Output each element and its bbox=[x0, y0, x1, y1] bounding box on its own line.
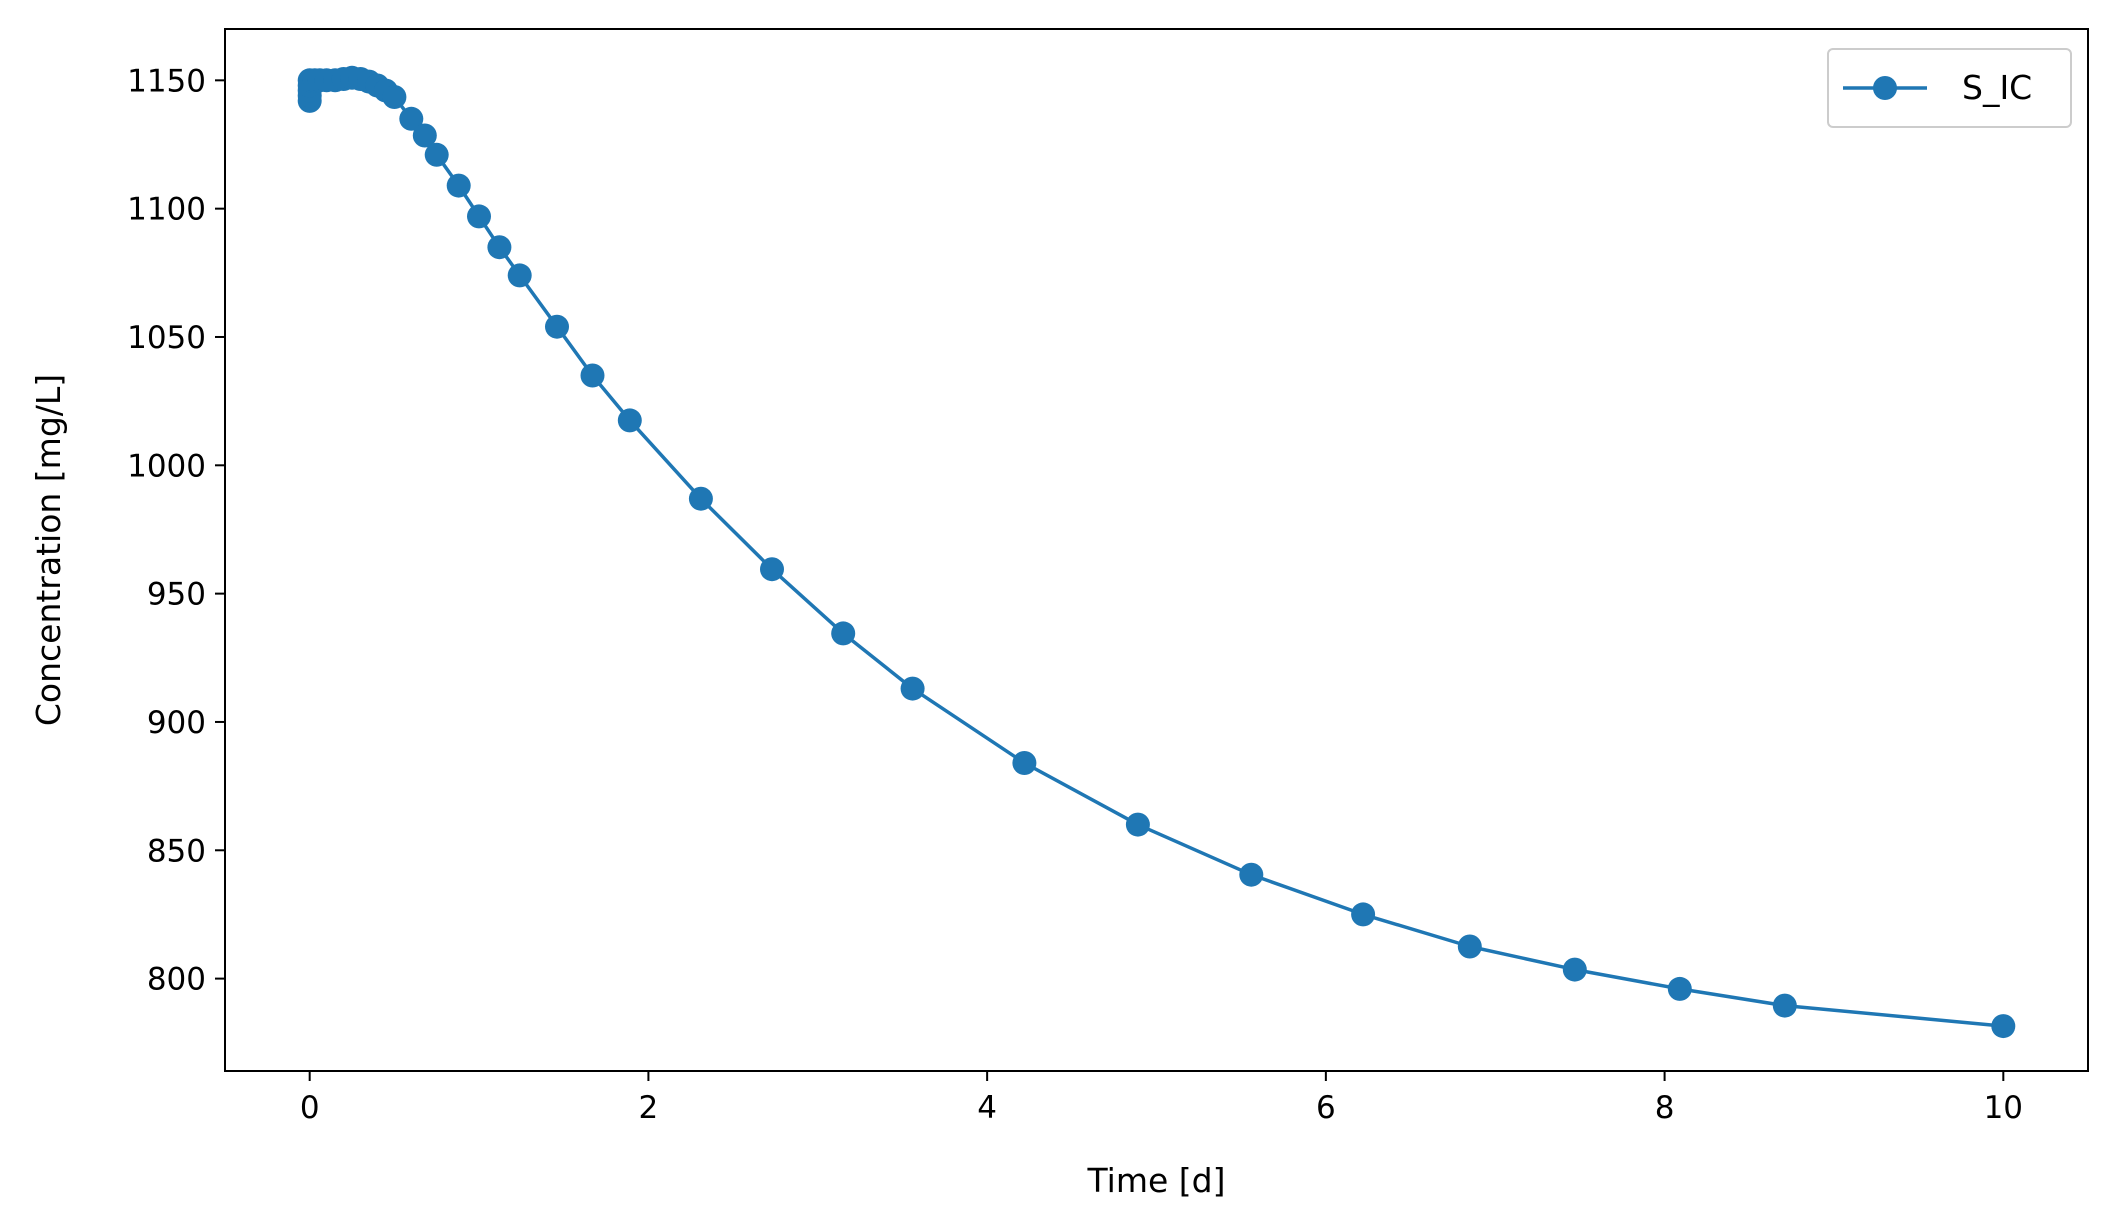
y-axis-label: Concentration [mg/L] bbox=[29, 374, 68, 726]
x-tick-label: 6 bbox=[1316, 1090, 1336, 1126]
x-axis-ticks: 0 2 4 6 8 10 bbox=[300, 1071, 2023, 1126]
data-point bbox=[412, 123, 437, 148]
data-point bbox=[382, 85, 407, 109]
y-tick-label: 850 bbox=[147, 833, 206, 869]
y-tick-label: 1100 bbox=[127, 192, 206, 228]
x-tick-label: 2 bbox=[639, 1090, 659, 1126]
data-point bbox=[446, 173, 471, 198]
series-S_IC bbox=[297, 65, 2016, 1039]
legend-box bbox=[1827, 48, 2072, 128]
legend-marker-sample bbox=[1873, 76, 1897, 100]
data-point bbox=[688, 486, 713, 511]
y-tick-label: 900 bbox=[147, 705, 206, 741]
x-tick-label: 10 bbox=[1984, 1090, 2023, 1126]
legend-entry-label: S_IC bbox=[1962, 68, 2032, 107]
data-point bbox=[831, 621, 856, 646]
axes-frame bbox=[224, 28, 2089, 1072]
y-tick-label: 1000 bbox=[127, 448, 206, 484]
data-point bbox=[1351, 902, 1376, 927]
data-point bbox=[545, 314, 569, 339]
x-tick-label: 0 bbox=[300, 1090, 320, 1126]
data-point bbox=[1991, 1014, 2016, 1039]
data-point bbox=[900, 676, 925, 701]
data-point bbox=[424, 142, 449, 167]
data-point bbox=[580, 363, 605, 388]
y-tick-label: 950 bbox=[147, 577, 206, 613]
data-point bbox=[399, 106, 424, 131]
plot-area: 0 2 4 6 8 10 800 850 900 950 1000 1050 1100 1150 bbox=[127, 28, 2089, 1126]
x-axis-label: Time [d] bbox=[1087, 1161, 1226, 1200]
data-point bbox=[1125, 812, 1150, 837]
y-tick-label: 1050 bbox=[127, 320, 206, 356]
data-point bbox=[507, 263, 532, 288]
data-point bbox=[617, 408, 642, 433]
data-point bbox=[1667, 976, 1692, 1001]
data-point bbox=[760, 557, 784, 582]
data-point bbox=[1457, 934, 1482, 959]
legend: S_IC bbox=[1827, 48, 2072, 128]
data-point bbox=[1772, 993, 1797, 1018]
data-point bbox=[1012, 751, 1037, 775]
data-point bbox=[1239, 862, 1264, 887]
y-axis-ticks: 800 850 900 950 1000 1050 1100 1150 bbox=[127, 63, 225, 998]
series-group bbox=[297, 65, 2016, 1039]
y-tick-label: 1150 bbox=[127, 63, 206, 99]
x-tick-label: 8 bbox=[1655, 1090, 1675, 1126]
data-point bbox=[1562, 957, 1587, 982]
data-point bbox=[467, 204, 491, 229]
data-point bbox=[487, 235, 512, 260]
x-tick-label: 4 bbox=[977, 1090, 997, 1126]
y-tick-label: 800 bbox=[147, 962, 206, 998]
